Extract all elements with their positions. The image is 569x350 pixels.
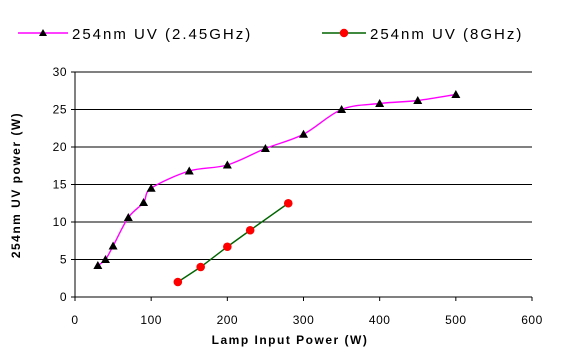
data-point-triangle — [375, 99, 385, 107]
legend-label: 254nm UV (8GHz) — [370, 26, 523, 43]
data-point-triangle — [337, 105, 347, 113]
data-point-triangle — [146, 183, 156, 192]
y-tick-label: 25 — [53, 103, 67, 117]
data-point-circle — [223, 242, 232, 252]
y-tick-label: 0 — [60, 290, 67, 304]
legend-label: 254nm UV (2.45GHz) — [72, 26, 252, 43]
x-axis-title: Lamp Input Power (W) — [212, 333, 369, 347]
data-point-circle — [173, 277, 183, 287]
data-point-triangle — [139, 198, 149, 206]
x-tick-label: 200 — [217, 313, 239, 327]
axes — [71, 71, 533, 301]
data-point-triangle — [123, 213, 133, 221]
data-point-triangle — [451, 90, 461, 98]
data-point-triangle — [184, 166, 194, 175]
x-tick-label: 400 — [369, 313, 391, 327]
data-point-triangle — [108, 241, 118, 250]
data-point-triangle — [93, 261, 103, 269]
data-point-triangle — [260, 144, 270, 152]
y-tick-label: 5 — [60, 253, 67, 267]
data-point-triangle — [100, 255, 110, 263]
y-tick-label: 15 — [53, 178, 67, 192]
y-tick-label: 30 — [53, 65, 67, 79]
x-tick-label: 100 — [140, 313, 162, 327]
legend-swatch-circle — [339, 28, 349, 38]
data-point-triangle — [299, 129, 308, 138]
data-point-triangle — [413, 96, 423, 104]
series — [93, 90, 461, 287]
data-point-triangle — [222, 160, 232, 169]
data-point-circle — [196, 262, 205, 272]
y-tick-label: 10 — [53, 215, 67, 229]
x-tick-label: 300 — [293, 313, 315, 327]
x-tick-label: 0 — [71, 313, 78, 327]
data-point-circle — [245, 225, 255, 235]
series-2 — [173, 198, 293, 287]
series-1 — [93, 90, 461, 269]
y-tick-label: 20 — [53, 140, 67, 154]
y-axis-title: 254nm UV power (W) — [9, 112, 23, 258]
x-tick-label: 500 — [445, 313, 467, 327]
x-tick-label: 600 — [521, 313, 543, 327]
legend: 254nm UV (2.45GHz) 254nm UV (8GHz) — [18, 26, 523, 43]
legend-swatch-triangle — [39, 29, 47, 36]
data-point-circle — [283, 198, 293, 208]
